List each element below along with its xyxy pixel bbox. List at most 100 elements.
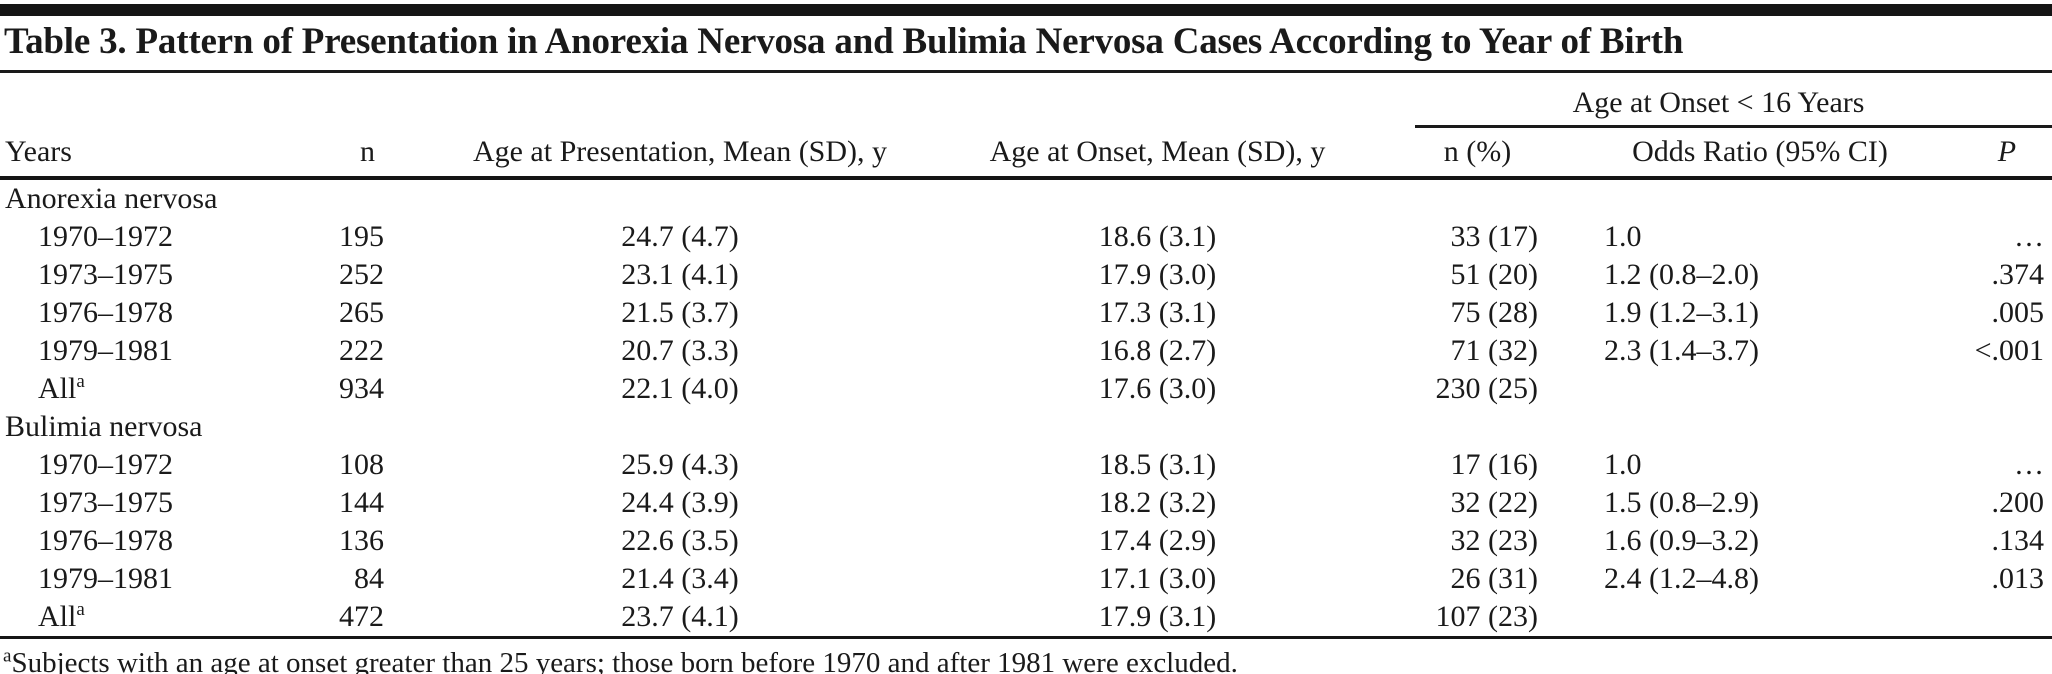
section-label: Bulimia nervosa bbox=[5, 410, 203, 443]
cell-years: Alla bbox=[0, 598, 305, 636]
years-value: 1973–1975 bbox=[38, 486, 173, 519]
cell-age-onset: 18.2 (3.2) bbox=[1098, 486, 1217, 519]
cell-years: 1976–1978 bbox=[0, 294, 305, 332]
footnote-text: Subjects with an age at onset greater th… bbox=[11, 647, 1238, 674]
table-row: 1976–1978 136 22.6 (3.5) 17.4 (2.9) 32 (… bbox=[0, 522, 2052, 560]
statistics-table: Age at Onset < 16 Years Years n Age at P… bbox=[0, 73, 2052, 636]
cell-p-value: .134 bbox=[1991, 524, 2045, 557]
table-row: 1970–1972 195 24.7 (4.7) 18.6 (3.1) 33 (… bbox=[0, 218, 2052, 256]
cell-p-value: .374 bbox=[1991, 258, 2045, 291]
cell-years: 1973–1975 bbox=[0, 484, 305, 522]
cell-age-presentation: 20.7 (3.3) bbox=[621, 334, 739, 367]
cell-n: 934 bbox=[339, 372, 384, 405]
years-value: 1979–1981 bbox=[38, 334, 173, 367]
top-rule-bar bbox=[0, 4, 2052, 16]
cell-n: 252 bbox=[339, 258, 384, 291]
cell-n-pct: 32 (22) bbox=[1450, 486, 1538, 519]
cell-years: Alla bbox=[0, 370, 305, 408]
cell-age-onset: 17.3 (3.1) bbox=[1098, 296, 1217, 329]
years-value: 1970–1972 bbox=[38, 220, 173, 253]
cell-n-pct: 107 (23) bbox=[1435, 600, 1538, 633]
section-header-row-bulimia: Bulimia nervosa bbox=[0, 408, 2052, 446]
cell-n: 108 bbox=[339, 448, 384, 481]
cell-n-pct: 51 (20) bbox=[1450, 258, 1538, 291]
cell-age-onset: 17.4 (2.9) bbox=[1098, 524, 1217, 557]
table-row: 1976–1978 265 21.5 (3.7) 17.3 (3.1) 75 (… bbox=[0, 294, 2052, 332]
cell-p-value: .013 bbox=[1991, 562, 2045, 595]
cell-years: 1979–1981 bbox=[0, 560, 305, 598]
cell-age-onset: 17.6 (3.0) bbox=[1098, 372, 1217, 405]
table-row: 1973–1975 144 24.4 (3.9) 18.2 (3.2) 32 (… bbox=[0, 484, 2052, 522]
cell-odds-ratio: 2.3 (1.4–3.7) bbox=[1604, 334, 1759, 367]
cell-age-presentation: 23.7 (4.1) bbox=[621, 600, 739, 633]
table-row: Alla 472 23.7 (4.1) 17.9 (3.1) 107 (23) bbox=[0, 598, 2052, 636]
column-header-age-presentation: Age at Presentation, Mean (SD), y bbox=[430, 128, 930, 180]
cell-age-presentation: 21.4 (3.4) bbox=[621, 562, 739, 595]
cell-age-onset: 17.1 (3.0) bbox=[1098, 562, 1217, 595]
cell-n-pct: 33 (17) bbox=[1450, 220, 1538, 253]
cell-n-pct: 32 (23) bbox=[1450, 524, 1538, 557]
column-header-row: Years n Age at Presentation, Mean (SD), … bbox=[0, 128, 2052, 180]
cell-odds-ratio bbox=[1570, 598, 1950, 636]
cell-p-value: <.001 bbox=[1974, 334, 2045, 367]
table-title-block: Table 3. Pattern of Presentation in Anor… bbox=[0, 16, 2052, 73]
cell-odds-ratio: 2.4 (1.2–4.8) bbox=[1604, 562, 1759, 595]
cell-n-pct: 26 (31) bbox=[1450, 562, 1538, 595]
cell-age-presentation: 24.4 (3.9) bbox=[621, 486, 739, 519]
cell-odds-ratio: 1.9 (1.2–3.1) bbox=[1604, 296, 1759, 329]
footnote-marker: a bbox=[3, 645, 12, 667]
column-header-odds-ratio: Odds Ratio (95% CI) bbox=[1570, 128, 1950, 180]
column-header-n-pct: n (%) bbox=[1385, 128, 1570, 180]
spanner-header-age-at-onset: Age at Onset < 16 Years bbox=[1385, 73, 2052, 128]
years-value: All bbox=[38, 372, 77, 405]
cell-n: 265 bbox=[339, 296, 384, 329]
cell-age-presentation: 23.1 (4.1) bbox=[621, 258, 739, 291]
cell-years: 1979–1981 bbox=[0, 332, 305, 370]
cell-n: 144 bbox=[339, 486, 384, 519]
cell-n: 472 bbox=[339, 600, 384, 633]
table-row: 1970–1972 108 25.9 (4.3) 18.5 (3.1) 17 (… bbox=[0, 446, 2052, 484]
cell-odds-ratio bbox=[1570, 370, 1950, 408]
cell-odds-ratio: 1.6 (0.9–3.2) bbox=[1604, 524, 1759, 557]
years-superscript: a bbox=[76, 599, 85, 620]
spanner-spacer bbox=[0, 73, 1385, 128]
section-label: Anorexia nervosa bbox=[5, 182, 218, 215]
cell-p-value: .005 bbox=[1991, 296, 2045, 329]
cell-age-presentation: 22.6 (3.5) bbox=[621, 524, 739, 557]
cell-p-value bbox=[1950, 370, 2052, 408]
cell-n-pct: 71 (32) bbox=[1450, 334, 1538, 367]
column-header-n: n bbox=[305, 128, 430, 180]
cell-p-value: … bbox=[2014, 448, 2045, 481]
cell-age-presentation: 21.5 (3.7) bbox=[621, 296, 739, 329]
cell-n: 195 bbox=[339, 220, 384, 253]
cell-n-pct: 75 (28) bbox=[1450, 296, 1538, 329]
years-value: 1976–1978 bbox=[38, 524, 173, 557]
table-row: 1973–1975 252 23.1 (4.1) 17.9 (3.0) 51 (… bbox=[0, 256, 2052, 294]
years-superscript: a bbox=[76, 371, 85, 392]
years-value: 1970–1972 bbox=[38, 448, 173, 481]
cell-years: 1973–1975 bbox=[0, 256, 305, 294]
cell-age-onset: 18.5 (3.1) bbox=[1098, 448, 1217, 481]
cell-age-onset: 16.8 (2.7) bbox=[1098, 334, 1217, 367]
cell-odds-ratio: 1.5 (0.8–2.9) bbox=[1604, 486, 1759, 519]
cell-age-onset: 18.6 (3.1) bbox=[1098, 220, 1217, 253]
cell-age-onset: 17.9 (3.0) bbox=[1098, 258, 1217, 291]
cell-years: 1976–1978 bbox=[0, 522, 305, 560]
cell-n: 84 bbox=[354, 562, 384, 595]
section-header-row-anorexia: Anorexia nervosa bbox=[0, 178, 2052, 218]
table-row: Alla 934 22.1 (4.0) 17.6 (3.0) 230 (25) bbox=[0, 370, 2052, 408]
years-value: 1979–1981 bbox=[38, 562, 173, 595]
table-body: Anorexia nervosa 1970–1972 195 24.7 (4.7… bbox=[0, 178, 2052, 636]
table-title: Table 3. Pattern of Presentation in Anor… bbox=[4, 21, 1684, 62]
cell-n: 136 bbox=[339, 524, 384, 557]
table-footnote: aSubjects with an age at onset greater t… bbox=[0, 636, 2052, 674]
column-header-p-value: P bbox=[1950, 128, 2052, 180]
years-value: 1976–1978 bbox=[38, 296, 173, 329]
years-value: All bbox=[38, 600, 77, 633]
cell-years: 1970–1972 bbox=[0, 446, 305, 484]
cell-years: 1970–1972 bbox=[0, 218, 305, 256]
column-header-years: Years bbox=[0, 128, 305, 180]
table-row: 1979–1981 222 20.7 (3.3) 16.8 (2.7) 71 (… bbox=[0, 332, 2052, 370]
cell-age-onset: 17.9 (3.1) bbox=[1098, 600, 1217, 633]
